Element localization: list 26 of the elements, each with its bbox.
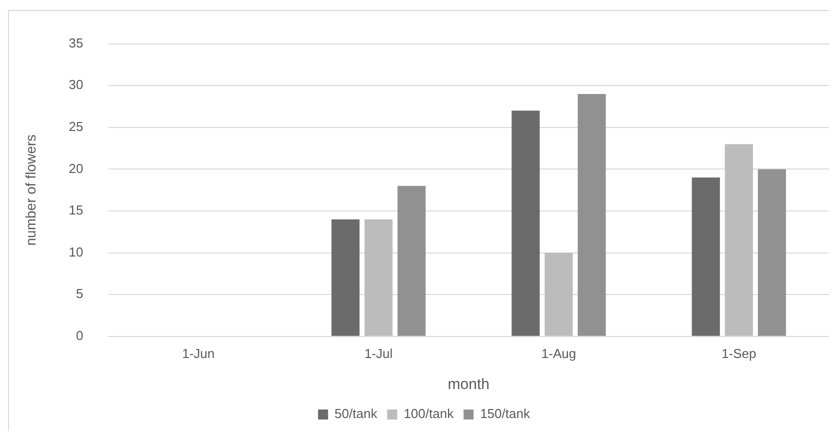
y-tick-label: 5	[76, 286, 84, 302]
bar	[692, 178, 720, 336]
y-axis-title: number of flowers	[22, 134, 38, 246]
bar	[758, 169, 786, 336]
y-tick-label: 10	[68, 244, 84, 260]
x-tick-label: 1-Jul	[364, 346, 393, 361]
bar	[544, 252, 573, 336]
legend-label: 50/tank	[334, 406, 378, 422]
bar	[364, 219, 393, 336]
y-tick-label: 0	[76, 328, 84, 343]
x-tick-label: 1-Aug	[541, 346, 576, 361]
y-tick-label: 20	[68, 160, 84, 176]
bar	[512, 110, 540, 336]
y-tick-label: 15	[68, 202, 84, 218]
x-axis-title: month	[448, 376, 490, 394]
bar	[724, 144, 753, 336]
legend-label: 150/tank	[480, 406, 530, 422]
x-tick-label: 1-Sep	[722, 346, 756, 361]
y-tick-label: 25	[68, 118, 84, 134]
y-tick-label: 35	[68, 35, 84, 50]
bar	[578, 94, 606, 336]
y-tick-label: 30	[68, 77, 84, 92]
bar	[331, 219, 360, 336]
x-tick-label: 1-Jun	[182, 346, 215, 361]
legend-label: 100/tank	[404, 406, 454, 422]
bar	[398, 186, 426, 336]
